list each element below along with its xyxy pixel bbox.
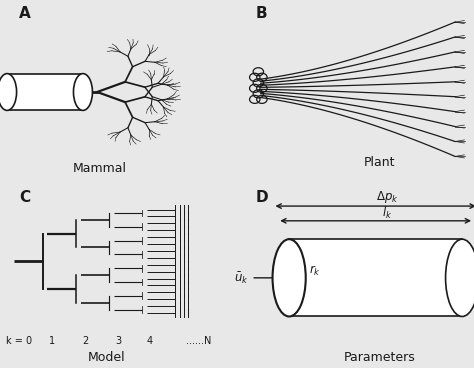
FancyBboxPatch shape xyxy=(7,74,83,110)
Text: Model: Model xyxy=(88,351,126,364)
Ellipse shape xyxy=(273,239,306,316)
Ellipse shape xyxy=(446,239,474,316)
Ellipse shape xyxy=(0,74,17,110)
Text: A: A xyxy=(19,6,31,21)
Text: ......N: ......N xyxy=(186,336,212,346)
Text: $\Delta p_k$: $\Delta p_k$ xyxy=(376,189,399,205)
Text: Plant: Plant xyxy=(364,156,395,169)
Text: C: C xyxy=(19,190,30,205)
Text: D: D xyxy=(256,190,269,205)
Text: Mammal: Mammal xyxy=(73,162,127,175)
Text: Parameters: Parameters xyxy=(343,351,415,364)
Text: 4: 4 xyxy=(146,336,152,346)
Text: 2: 2 xyxy=(82,336,89,346)
Polygon shape xyxy=(289,239,462,316)
Text: $r_k$: $r_k$ xyxy=(309,263,321,277)
Text: 1: 1 xyxy=(49,336,55,346)
Text: $\bar{u}_k$: $\bar{u}_k$ xyxy=(234,270,249,286)
Text: $l_k$: $l_k$ xyxy=(383,205,392,222)
Ellipse shape xyxy=(73,74,92,110)
Text: 3: 3 xyxy=(116,336,121,346)
Text: B: B xyxy=(256,6,268,21)
Text: k = 0: k = 0 xyxy=(6,336,32,346)
